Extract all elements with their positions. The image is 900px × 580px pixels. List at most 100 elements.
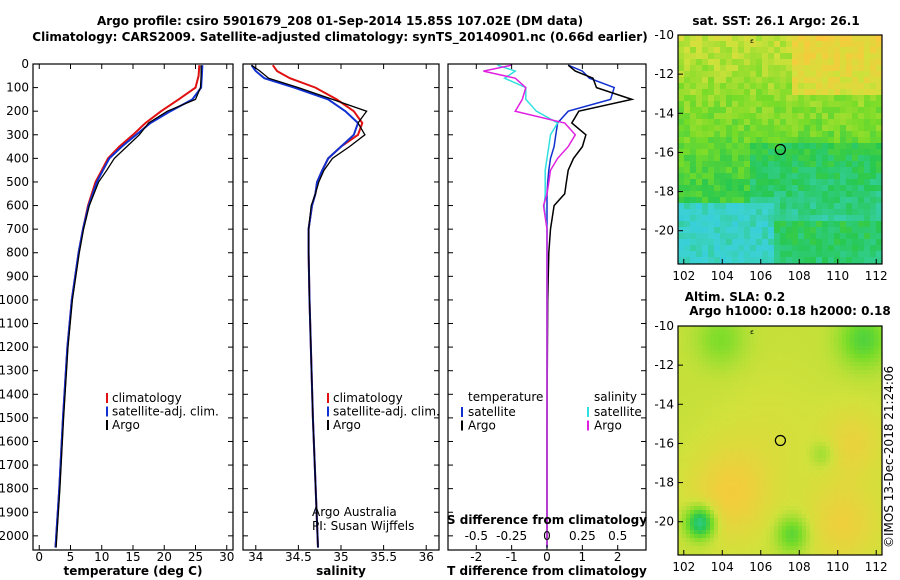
map-cell bbox=[766, 422, 771, 427]
map-cell bbox=[786, 430, 791, 435]
map-cell bbox=[870, 161, 877, 168]
map-cell bbox=[798, 522, 803, 527]
map-cell bbox=[678, 514, 683, 519]
map-cell bbox=[866, 438, 871, 443]
map-cell bbox=[702, 454, 707, 459]
map-cell bbox=[718, 546, 723, 551]
map-cell bbox=[858, 494, 863, 499]
map-cell bbox=[780, 185, 787, 192]
map-cell bbox=[874, 518, 879, 523]
map-cell bbox=[858, 434, 863, 439]
map-cell bbox=[798, 542, 803, 547]
map-cell bbox=[730, 454, 735, 459]
map-cell bbox=[778, 550, 783, 555]
map-cell bbox=[840, 233, 847, 240]
map-cell bbox=[878, 422, 882, 427]
map-cell bbox=[766, 370, 771, 375]
map-cell bbox=[840, 191, 847, 198]
map-cell bbox=[826, 458, 831, 463]
map-cell bbox=[730, 518, 735, 523]
map-cell bbox=[734, 506, 739, 511]
map-cell bbox=[794, 534, 799, 539]
map-cell bbox=[778, 514, 783, 519]
map-cell bbox=[774, 530, 779, 535]
map-cell bbox=[842, 534, 847, 539]
map-cell bbox=[694, 386, 699, 391]
map-cell bbox=[690, 326, 695, 331]
map-cell bbox=[846, 478, 851, 483]
map-cell bbox=[726, 203, 733, 210]
map-cell bbox=[750, 454, 755, 459]
map-cell bbox=[734, 326, 739, 331]
map-cell bbox=[726, 227, 733, 234]
map-cell bbox=[810, 257, 817, 264]
map-cell bbox=[698, 374, 703, 379]
map-cell bbox=[678, 410, 683, 415]
map-cell bbox=[756, 257, 763, 264]
map-cell bbox=[798, 47, 805, 54]
map-cell bbox=[738, 522, 743, 527]
map-cell bbox=[870, 342, 875, 347]
map-cell bbox=[810, 478, 815, 483]
map-cell bbox=[746, 358, 751, 363]
map-cell bbox=[734, 522, 739, 527]
map-cell bbox=[734, 542, 739, 547]
map-cell bbox=[814, 354, 819, 359]
map-cell bbox=[696, 143, 703, 150]
map-cell bbox=[810, 498, 815, 503]
map-cell bbox=[858, 113, 865, 120]
map-cell bbox=[790, 394, 795, 399]
map-cell bbox=[790, 542, 795, 547]
map-cell bbox=[794, 518, 799, 523]
map-cell bbox=[798, 442, 803, 447]
map-cell bbox=[774, 546, 779, 551]
map-cell bbox=[768, 191, 775, 198]
map-cell bbox=[806, 382, 811, 387]
map-cell bbox=[766, 518, 771, 523]
map-cell bbox=[810, 83, 817, 90]
map-cell bbox=[686, 394, 691, 399]
map-cell bbox=[750, 326, 755, 331]
map-cell bbox=[766, 390, 771, 395]
map-cell bbox=[830, 398, 835, 403]
map-cell bbox=[702, 209, 709, 216]
map-cell bbox=[686, 342, 691, 347]
map-cell bbox=[850, 518, 855, 523]
map-cell bbox=[780, 83, 787, 90]
map-cell bbox=[714, 478, 719, 483]
map-cell bbox=[846, 215, 853, 222]
map-cell bbox=[742, 438, 747, 443]
map-cell bbox=[768, 77, 775, 84]
map-cell bbox=[854, 466, 859, 471]
map-cell bbox=[722, 482, 727, 487]
map-cell bbox=[770, 418, 775, 423]
map-cell bbox=[750, 426, 755, 431]
map-cell bbox=[726, 430, 731, 435]
map-cell bbox=[792, 239, 799, 246]
map-cell bbox=[866, 458, 871, 463]
map-cell bbox=[846, 209, 853, 216]
map-cell bbox=[710, 530, 715, 535]
map-cell bbox=[696, 239, 703, 246]
map-cell bbox=[754, 410, 759, 415]
map-cell bbox=[734, 442, 739, 447]
map-cell bbox=[746, 354, 751, 359]
map-cell bbox=[874, 382, 879, 387]
map-cell bbox=[698, 334, 703, 339]
map-cell bbox=[828, 149, 835, 156]
map-cell bbox=[864, 47, 871, 54]
map-cell bbox=[702, 546, 707, 551]
map-cell bbox=[818, 514, 823, 519]
map-cell bbox=[744, 197, 751, 204]
map-cell bbox=[818, 350, 823, 355]
map-cell bbox=[768, 143, 775, 150]
map-cell bbox=[694, 326, 699, 331]
map-cell bbox=[758, 354, 763, 359]
map-cell bbox=[778, 462, 783, 467]
map-cell bbox=[774, 502, 779, 507]
map-cell bbox=[774, 526, 779, 531]
annotation-line2: PI: Susan Wijffels bbox=[312, 519, 414, 533]
map-cell bbox=[838, 382, 843, 387]
map-cell bbox=[840, 95, 847, 102]
map-cell bbox=[678, 119, 685, 126]
